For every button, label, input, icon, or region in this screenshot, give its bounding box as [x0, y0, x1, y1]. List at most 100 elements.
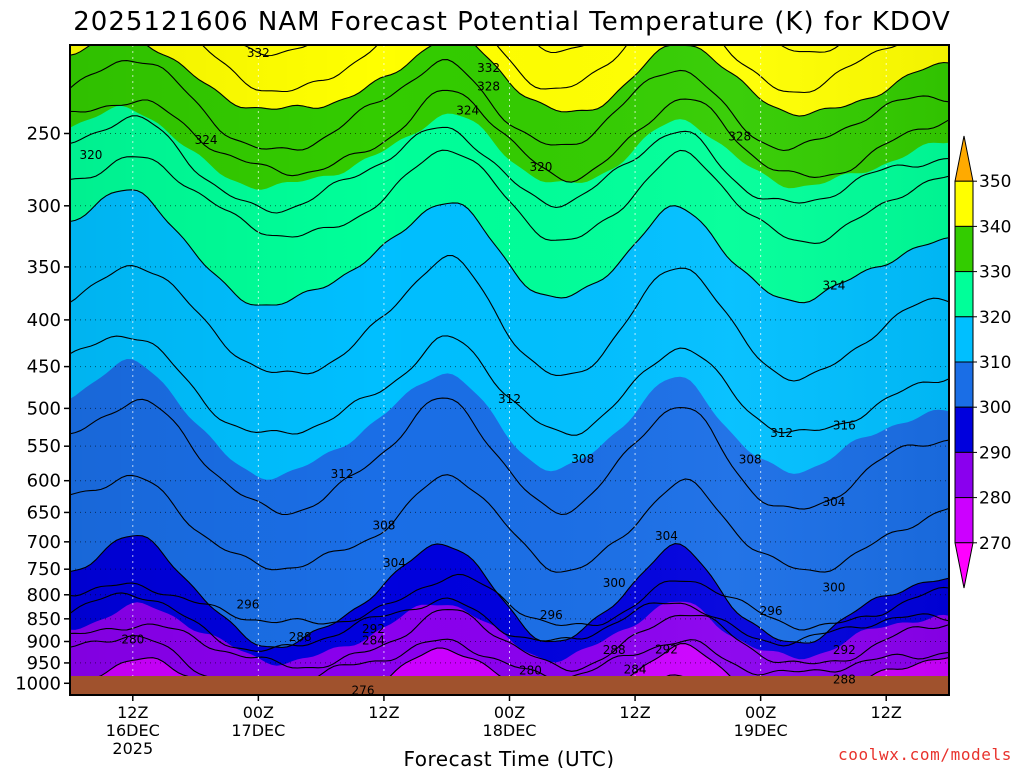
isentrope-line — [70, 335, 949, 436]
contour-label: 328 — [728, 130, 751, 144]
colorbar: 270 280 290 300 310 320 330 340 350 — [954, 135, 1011, 589]
colorbar-swatch — [954, 271, 974, 318]
contour-label: 300 — [822, 580, 845, 594]
colorbar-swatch — [954, 225, 974, 273]
y-tick-label: 550 — [27, 436, 61, 457]
contour-label: 280 — [519, 663, 542, 677]
contour-label: 292 — [833, 643, 856, 657]
x-axis-label: Forecast Time (UTC) — [403, 747, 614, 768]
x-tick-label: 16DEC — [106, 721, 160, 740]
colorbar-swatch — [954, 361, 974, 408]
contour-label: 288 — [833, 672, 856, 686]
isentrope-line — [70, 255, 949, 382]
contour-label: 324 — [456, 104, 479, 118]
contour-label: 296 — [760, 604, 783, 618]
x-tick-label: 17DEC — [231, 721, 285, 740]
isentrope-line — [201, 45, 899, 94]
colorbar-label: 350 — [979, 172, 1011, 192]
colorbar-swatch — [954, 406, 974, 453]
contour-label: 280 — [121, 632, 144, 646]
isentrope-line — [70, 89, 949, 183]
y-tick-label: 800 — [27, 585, 61, 606]
contour-label: 292 — [362, 622, 385, 636]
colorbar-swatch — [954, 316, 974, 363]
contour-label: 304 — [822, 495, 845, 509]
x-tick-label: 12Z — [871, 703, 902, 722]
x-tick-label: 00Z — [494, 703, 525, 722]
contour-labels: 332 332 328 324 324 320 328 320 324 312 316 312 308 3… — [79, 46, 856, 695]
watermark-text: coolwx.com/models — [838, 745, 1012, 764]
colorbar-label: 320 — [979, 308, 1011, 328]
y-tick-label: 950 — [27, 653, 61, 674]
y-tick-label: 850 — [27, 609, 61, 630]
y-tick-label: 400 — [27, 310, 61, 331]
colorbar-label: 280 — [979, 489, 1011, 509]
x-tick-label: 12Z — [619, 703, 650, 722]
contour-label: 332 — [477, 61, 500, 75]
y-tick-label: 300 — [27, 196, 61, 217]
y-tick-label: 600 — [27, 471, 61, 492]
isentrope-line — [70, 592, 949, 652]
x-tick-label: 2025 — [112, 739, 153, 758]
colorbar-cap-top — [954, 135, 974, 182]
contour-label: 320 — [79, 148, 102, 162]
y-axis: 2503003504004505005506006507007508008509… — [15, 123, 70, 694]
colorbar-swatch — [954, 497, 974, 544]
contour-label: 300 — [603, 576, 626, 590]
contour-label: 312 — [770, 426, 793, 440]
x-tick-label: 00Z — [745, 703, 776, 722]
x-tick-label: 12Z — [368, 703, 399, 722]
colorbar-label: 330 — [979, 263, 1011, 283]
contour-label: 320 — [529, 160, 552, 174]
contour-label: 328 — [477, 79, 500, 93]
contour-label: 324 — [195, 133, 218, 147]
y-tick-label: 700 — [27, 532, 61, 553]
y-tick-label: 650 — [27, 502, 61, 523]
x-tick-label: 12Z — [117, 703, 148, 722]
terrain-ground — [70, 676, 949, 695]
contour-label: 288 — [289, 630, 312, 644]
colorbar-label: 290 — [979, 443, 1011, 463]
contour-label: 304 — [655, 529, 678, 543]
contour-label: 316 — [833, 418, 856, 432]
colorbar-label: 300 — [979, 398, 1011, 418]
contour-label: 296 — [236, 598, 259, 612]
isentrope-line — [241, 45, 841, 57]
isentrope-line — [70, 474, 949, 573]
contour-label: 324 — [822, 279, 845, 293]
x-tick-label: 19DEC — [734, 721, 788, 740]
x-tick-label: 00Z — [243, 703, 274, 722]
contour-label: 312 — [331, 467, 354, 481]
plot-area: 332 332 328 324 324 320 328 320 324 312 316 312 308 3… — [70, 45, 949, 695]
contour-label: 332 — [247, 46, 270, 60]
y-tick-label: 900 — [27, 631, 61, 652]
contour-label: 292 — [655, 642, 678, 656]
isentrope-line — [70, 189, 949, 306]
isentrope-line — [70, 609, 949, 672]
contour-label: 312 — [498, 392, 521, 406]
contour-label: 308 — [739, 453, 762, 467]
y-tick-label: 350 — [27, 257, 61, 278]
y-tick-label: 1000 — [15, 673, 61, 694]
colorbar-label: 340 — [979, 217, 1011, 237]
contour-label: 308 — [571, 452, 594, 466]
contour-label: 288 — [603, 643, 626, 657]
contour-label: 304 — [383, 556, 406, 570]
isentrope-line — [70, 534, 949, 648]
contour-label: 308 — [372, 519, 395, 533]
y-tick-label: 250 — [27, 123, 61, 144]
contour-label: 284 — [624, 663, 647, 677]
grid-lines — [70, 45, 949, 695]
chart-title: 2025121606 NAM Forecast Potential Temper… — [73, 7, 951, 37]
colorbar-label: 310 — [979, 353, 1011, 373]
y-tick-label: 500 — [27, 398, 61, 419]
contour-label: 296 — [540, 608, 563, 622]
y-tick-label: 750 — [27, 559, 61, 580]
isentrope-line — [70, 397, 949, 516]
colorbar-cap-bottom — [954, 542, 974, 589]
contour-label: 284 — [362, 634, 385, 648]
colorbar-swatch — [954, 451, 974, 499]
colorbar-label: 270 — [979, 534, 1011, 554]
